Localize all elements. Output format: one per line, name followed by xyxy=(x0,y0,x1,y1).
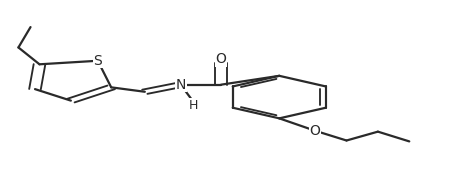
Text: H: H xyxy=(189,99,198,112)
Text: O: O xyxy=(216,52,226,66)
Text: N: N xyxy=(175,78,186,92)
Text: S: S xyxy=(93,54,102,68)
Text: O: O xyxy=(310,124,321,138)
